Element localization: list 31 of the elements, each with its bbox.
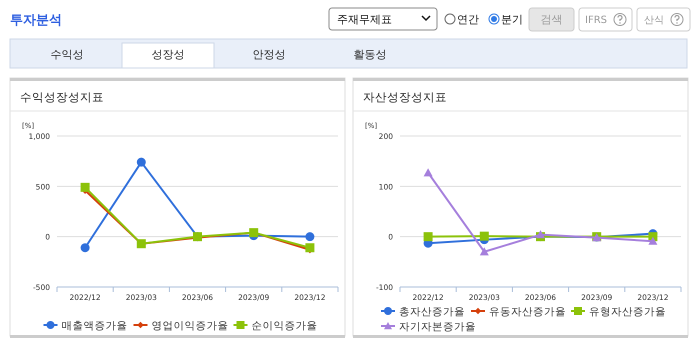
text: 산식 (644, 15, 664, 26)
text: 수익성 (50, 48, 84, 61)
text: 성장성 (152, 48, 184, 61)
chart-title: 자산성장성지표 (363, 90, 447, 104)
text: 활동성 (354, 48, 386, 61)
point (424, 232, 433, 242)
text: 검색 (540, 13, 562, 26)
legend-label: 매출액증가율 (62, 320, 128, 332)
text: 안정성 (252, 48, 286, 61)
point (305, 243, 314, 252)
legend-label: 총자산증가율 (399, 306, 465, 318)
legend-label: 영업이익증가율 (152, 320, 228, 332)
legend-label: 자기자본증가율 (399, 321, 476, 333)
point (305, 232, 314, 242)
point (424, 168, 433, 176)
point (80, 182, 90, 192)
text: 주재무제표 (337, 13, 392, 26)
legend-label: 유형자산증가율 (589, 306, 666, 318)
text: IFRS (585, 15, 607, 26)
text: 분기 (501, 13, 523, 26)
text: 투자분석 (10, 13, 62, 28)
point (80, 243, 90, 252)
text: 연간 (457, 13, 479, 26)
point (480, 247, 489, 256)
point (536, 230, 545, 238)
legend-label: 순이익증가율 (252, 320, 318, 332)
point (136, 158, 146, 167)
chart-title: 수익성장성지표 (20, 90, 104, 104)
legend-label: 유동자산증가율 (489, 306, 566, 318)
point (648, 236, 658, 245)
point (480, 232, 489, 241)
